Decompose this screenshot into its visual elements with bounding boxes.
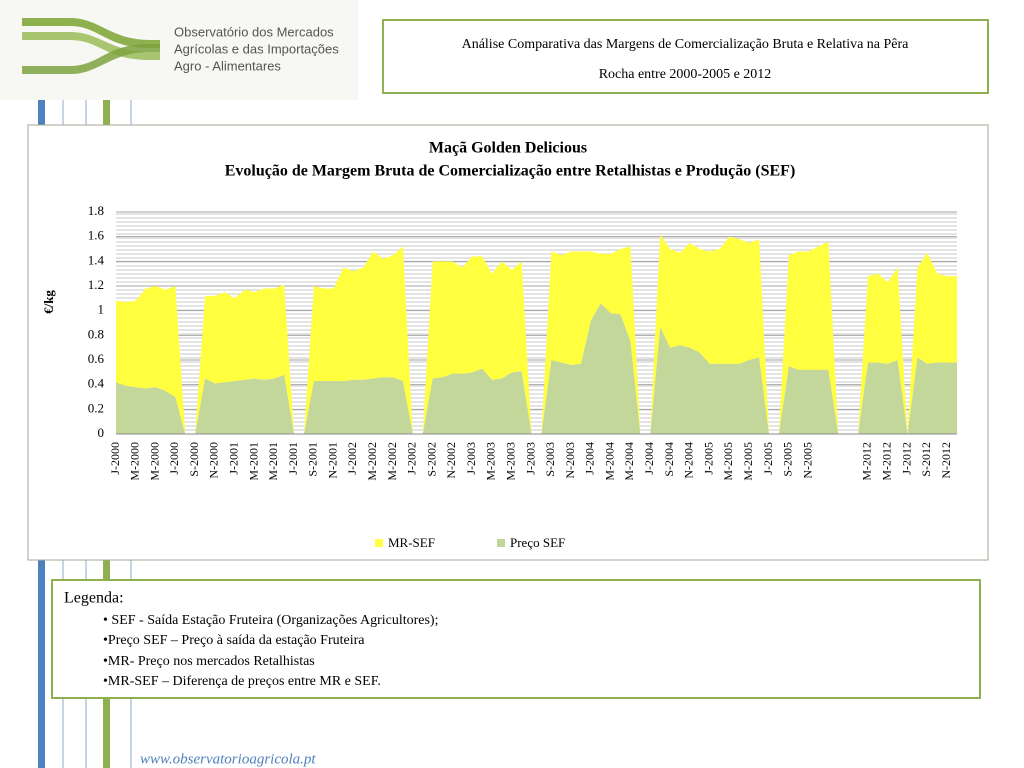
x-tick-label: M-2004	[602, 442, 616, 481]
x-tick-label: M-2002	[385, 442, 399, 481]
y-tick-label: 0.2	[88, 400, 104, 415]
x-tick-label: N-2003	[563, 442, 577, 479]
y-tick-label: 0.4	[88, 376, 105, 391]
x-tick-label: S-2000	[187, 442, 201, 477]
x-tick-label: M-2002	[365, 442, 379, 481]
notes-box	[51, 579, 981, 699]
x-tick-label: J-2005	[761, 442, 775, 475]
note-item: • SEF - Saída Estação Fruteira (Organiza…	[103, 613, 439, 628]
chart: 0 0.2 0.4 0.6 0.8 1 1.2 1.4 1.6 1.8 J-2000 M-2000 M-…	[88, 203, 957, 550]
y-tick-label: 1.8	[88, 203, 104, 218]
logo-text: Observatório dos Mercados	[174, 24, 334, 39]
x-tick-label: N-2005	[800, 442, 814, 479]
y-tick-label: 0.8	[88, 326, 104, 341]
x-tick-label: N-2004	[682, 442, 696, 479]
x-tick-label: J-2000	[167, 442, 181, 475]
x-tick-label: S-2003	[543, 442, 557, 477]
x-tick-label: S-2012	[919, 442, 933, 477]
x-tick-label: M-2005	[721, 442, 735, 481]
slide-title: Análise Comparativa das Margens de Comer…	[462, 37, 910, 52]
chart-subtitle: Evolução de Margem Bruta de Comercializa…	[225, 163, 796, 180]
x-tick-label: J-2004	[583, 442, 597, 475]
y-tick-label: 0.6	[88, 351, 105, 366]
legend-label: MR-SEF	[388, 535, 435, 550]
legend-swatch	[497, 539, 505, 547]
x-tick-label: M-2000	[147, 442, 161, 481]
slide-title: Rocha entre 2000-2005 e 2012	[599, 67, 772, 82]
x-tick-label: N-2000	[207, 442, 221, 479]
logo: Observatório dos Mercados Agrícolas e da…	[0, 0, 358, 100]
x-tick-label: S-2001	[306, 442, 320, 477]
title-box	[382, 19, 989, 94]
notes-title: Legenda:	[64, 590, 124, 607]
x-tick-label: J-2002	[345, 442, 359, 475]
x-tick-label: S-2004	[662, 442, 676, 477]
x-tick-label: J-2002	[405, 442, 419, 475]
x-tick-label: J-2000	[108, 442, 122, 475]
note-item: •MR- Preço nos mercados Retalhistas	[103, 654, 315, 669]
y-tick-label: 1.2	[88, 277, 104, 292]
area	[116, 234, 957, 434]
y-tick-label: 0	[98, 425, 105, 440]
logo-text: Agro - Alimentares	[174, 58, 281, 73]
chart-title: Maçã Golden Delicious	[429, 140, 587, 157]
x-tick-label: M-2003	[484, 442, 498, 481]
x-tick-label: J-2012	[899, 442, 913, 475]
y-tick-label: 1.4	[88, 252, 105, 267]
y-tick-label: 1	[98, 302, 105, 317]
x-tick-label: N-2001	[325, 442, 339, 479]
legend-swatch	[375, 539, 383, 547]
y-axis-label: €/kg	[41, 290, 56, 314]
footer-url: www.observatorioagricola.pt	[140, 751, 316, 767]
x-tick-label: M-2005	[741, 442, 755, 481]
y-tick-label: 1.6	[88, 228, 105, 243]
legend-label: Preço SEF	[510, 535, 565, 550]
logo-text: Agrícolas e das Importações	[174, 41, 339, 56]
x-tick-label: J-2003	[523, 442, 537, 475]
x-tick-label: M-2012	[879, 442, 893, 481]
x-tick-label: J-2005	[701, 442, 715, 475]
x-tick-label: M-2003	[504, 442, 518, 481]
x-tick-label: J-2001	[286, 442, 300, 475]
x-tick-label: N-2012	[939, 442, 953, 479]
x-tick-label: S-2005	[781, 442, 795, 477]
note-item: •Preço SEF – Preço à saída da estação Fr…	[103, 633, 365, 648]
x-tick-label: S-2002	[424, 442, 438, 477]
x-tick-label: N-2002	[444, 442, 458, 479]
x-tick-label: J-2001	[226, 442, 240, 475]
x-tick-label: J-2003	[464, 442, 478, 475]
x-tick-label: M-2000	[128, 442, 142, 481]
area	[116, 303, 957, 434]
x-tick-label: J-2004	[642, 442, 656, 475]
x-tick-label: M-2001	[266, 442, 280, 481]
x-tick-label: M-2004	[622, 442, 636, 481]
x-tick-label: M-2001	[246, 442, 260, 481]
note-item: •MR-SEF – Diferença de preços entre MR e…	[103, 674, 381, 689]
x-tick-label: M-2012	[860, 442, 874, 481]
